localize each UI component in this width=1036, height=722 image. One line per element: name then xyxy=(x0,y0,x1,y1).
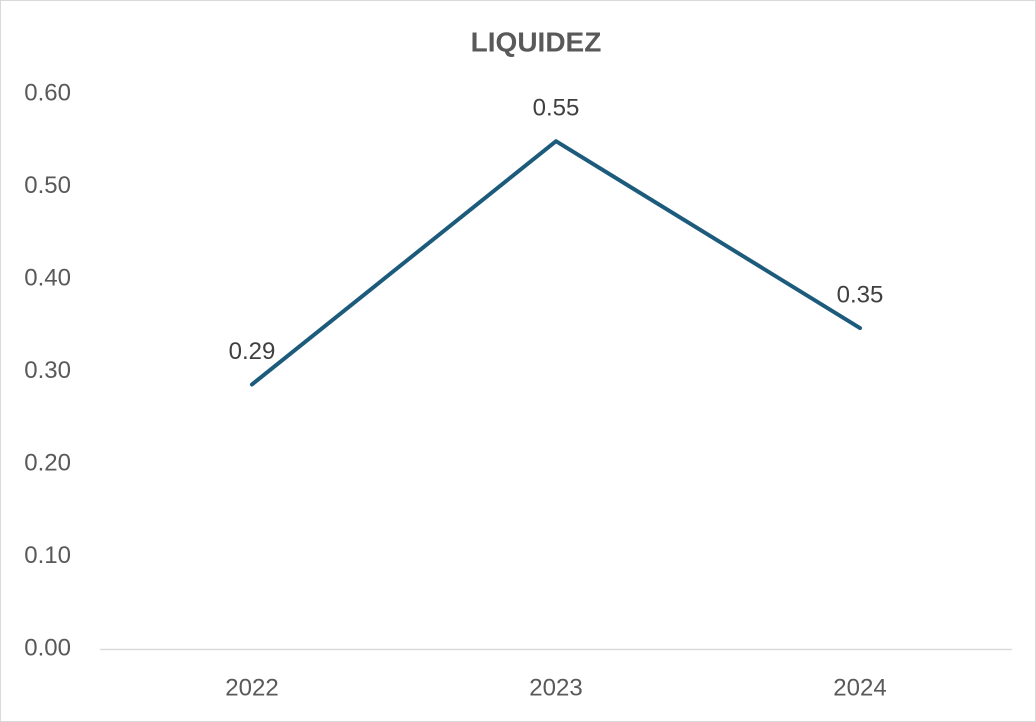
y-tick-label: 0.50 xyxy=(24,172,71,199)
y-tick-label: 0.10 xyxy=(24,542,71,569)
data-label: 0.29 xyxy=(229,338,276,365)
y-tick-label: 0.40 xyxy=(24,264,71,291)
data-line xyxy=(250,139,862,387)
x-tick-label: 2024 xyxy=(833,674,886,701)
y-tick-label: 0.20 xyxy=(24,449,71,476)
chart-title: LIQUIDEZ xyxy=(471,26,602,57)
y-tick-label: 0.60 xyxy=(24,79,71,106)
y-tick-label: 0.00 xyxy=(24,634,71,661)
x-tick-label: 2022 xyxy=(225,674,278,701)
x-tick-label: 2023 xyxy=(529,674,582,701)
y-tick-label: 0.30 xyxy=(24,357,71,384)
data-label: 0.55 xyxy=(533,95,580,122)
data-label: 0.35 xyxy=(837,281,884,308)
